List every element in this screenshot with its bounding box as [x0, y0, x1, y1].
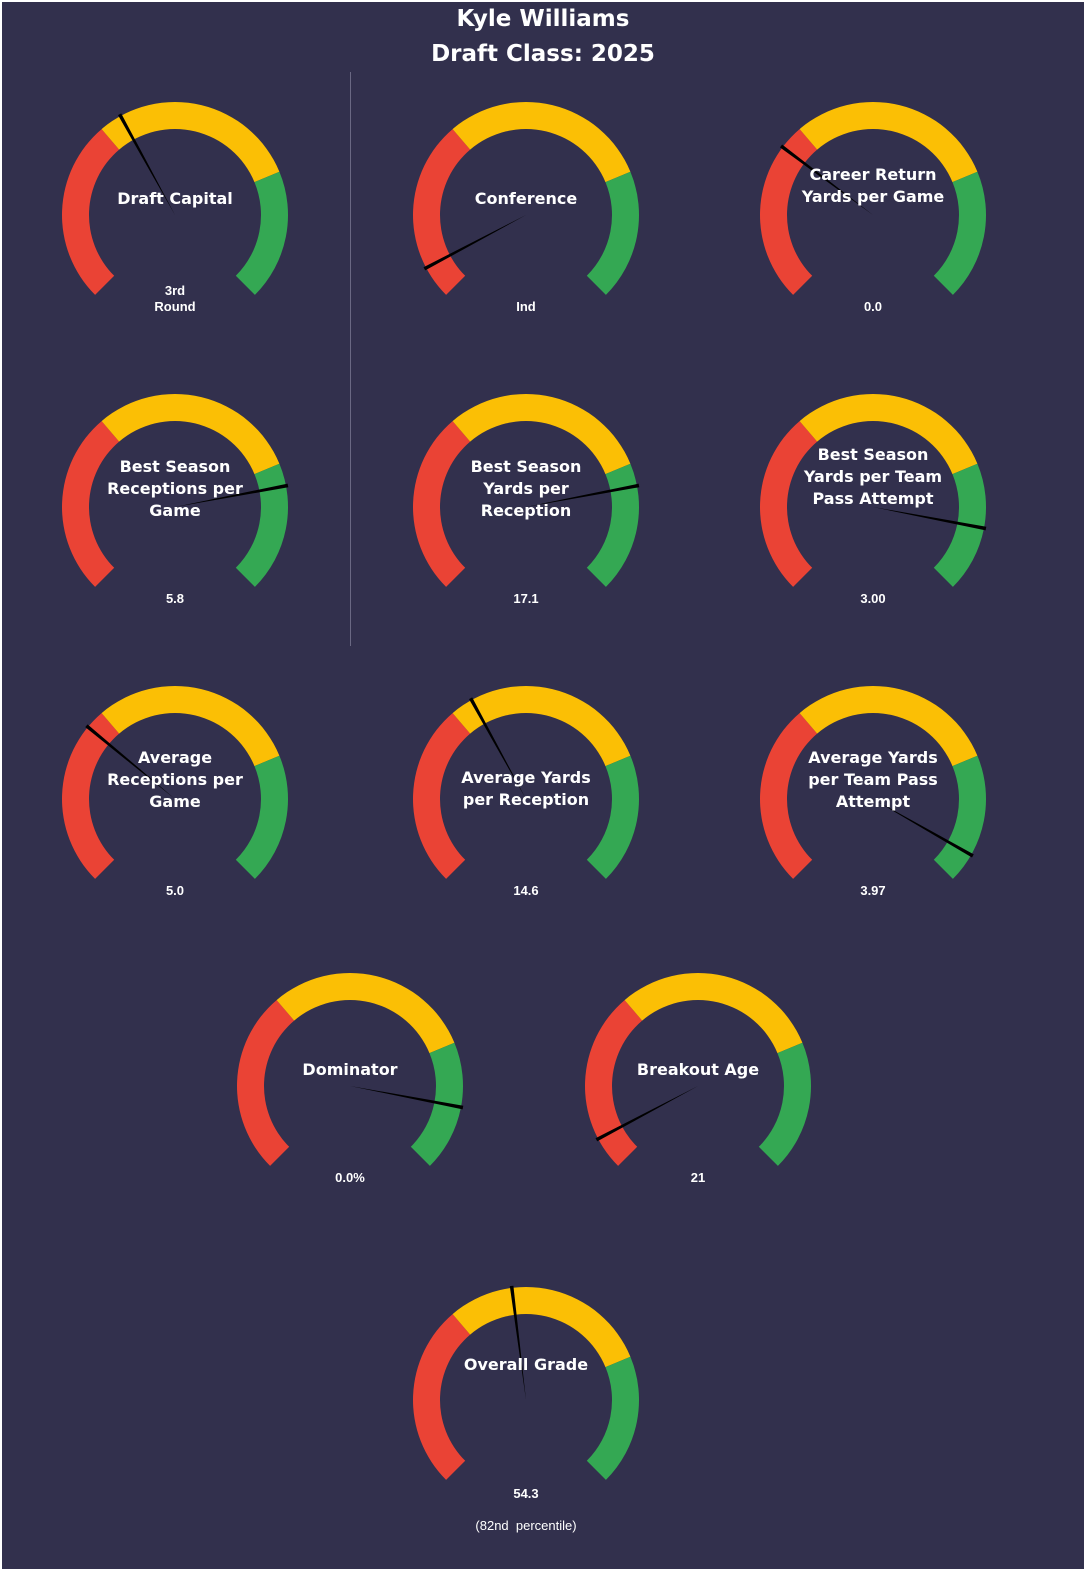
gauge-band-red — [61, 421, 120, 587]
gauge-band-yellow — [799, 394, 978, 475]
gauge-band-red — [412, 1314, 471, 1480]
gauge-label: Average Receptions per Game — [107, 748, 243, 811]
gauge-band-green — [235, 171, 289, 295]
player-name-title: Kyle Williams — [456, 6, 630, 32]
gauge-value: 21 — [690, 1170, 706, 1185]
gauge-band-green — [586, 171, 639, 295]
gauge-label: Breakout Age — [636, 1060, 760, 1079]
gauge-band-green — [235, 463, 289, 587]
gauge-value: 3.97 — [860, 883, 886, 898]
gauge-band-red — [412, 421, 471, 587]
gauge-percentile: (82nd percentile) — [475, 1518, 577, 1533]
gauge-8 — [759, 686, 986, 879]
gauge-needle — [350, 1086, 464, 1110]
gauge-band-red — [759, 129, 818, 295]
gauge-value: 5.0 — [165, 883, 185, 898]
gauge-band-red — [61, 713, 120, 879]
gauge-band-yellow — [452, 394, 631, 475]
gauge-needle — [509, 1285, 526, 1400]
gauge-band-yellow — [452, 1286, 631, 1368]
gauge-band-yellow — [101, 394, 280, 475]
gauge-0 — [61, 102, 289, 295]
gauge-3 — [61, 394, 289, 587]
gauge-label: Best Season Yards per Team Pass Attempt — [803, 445, 943, 508]
gauge-value: 54.3 — [513, 1486, 539, 1501]
gauge-band-yellow — [452, 102, 631, 183]
gauge-11 — [412, 1285, 639, 1480]
gauge-6 — [61, 686, 289, 879]
gauge-band-yellow — [799, 102, 978, 183]
gauge-needle — [423, 215, 526, 271]
gauge-band-green — [933, 463, 986, 587]
gauge-band-red — [584, 1000, 643, 1166]
gauge-value: Ind — [516, 299, 536, 314]
gauge-band-yellow — [452, 686, 631, 767]
gauge-label: Best Season Receptions per Game — [107, 457, 243, 520]
gauge-label: Best Season Yards per Reception — [470, 457, 582, 520]
gauge-needle — [85, 724, 175, 799]
gauge-5 — [759, 394, 987, 587]
gauge-label: Career Return Yards per Game — [801, 165, 945, 206]
gauge-band-red — [759, 421, 818, 587]
gauge-label: Average Yards per Reception — [461, 768, 591, 809]
gauge-10 — [584, 972, 811, 1166]
gauge-band-green — [586, 463, 639, 587]
gauge-band-green — [933, 755, 986, 879]
gauge-label: Draft Capital — [117, 189, 233, 208]
gauge-band-green — [933, 171, 986, 295]
gauge-value: 5.8 — [165, 591, 185, 606]
section-divider — [350, 72, 351, 646]
gauge-value: 3.00 — [860, 591, 886, 606]
gauge-band-red — [61, 129, 120, 295]
gauge-band-red — [236, 1000, 295, 1166]
gauge-needle — [595, 1086, 698, 1142]
gauge-band-red — [412, 129, 471, 295]
gauge-band-green — [235, 755, 289, 879]
gauge-band-green — [758, 1042, 811, 1166]
gauge-needle — [118, 113, 175, 215]
gauge-band-green — [586, 755, 639, 879]
gauge-needle — [469, 697, 526, 799]
gauge-band-yellow — [799, 686, 978, 767]
gauge-band-green — [586, 1356, 639, 1480]
gauge-needle — [873, 507, 987, 531]
gauge-needle — [526, 483, 640, 507]
gauge-band-green — [410, 1042, 464, 1166]
gauge-9 — [236, 973, 464, 1166]
gauge-label: Dominator — [302, 1060, 398, 1079]
gauge-7 — [412, 686, 639, 879]
gauge-band-red — [412, 713, 471, 879]
gauge-label: Overall Grade — [463, 1355, 589, 1374]
gauge-label: Average Yards per Team Pass Attempt — [808, 748, 938, 811]
gauge-band-yellow — [101, 102, 280, 183]
draft-class-title: Draft Class: 2025 — [431, 41, 655, 67]
gauge-band-yellow — [624, 972, 803, 1054]
gauge-label: Conference — [474, 189, 578, 208]
gauge-1 — [412, 102, 639, 295]
gauge-needle — [873, 799, 974, 858]
gauge-value: 14.6 — [513, 883, 539, 898]
gauge-band-yellow — [101, 686, 280, 767]
gauge-needle — [175, 483, 289, 507]
gauge-value: 0.0% — [335, 1170, 365, 1185]
gauge-2 — [759, 102, 986, 295]
gauge-band-red — [759, 713, 818, 879]
gauge-value: 3rd Round — [154, 283, 196, 314]
gauge-value: 17.1 — [513, 591, 539, 606]
gauge-needle — [779, 144, 873, 215]
gauge-band-yellow — [276, 973, 455, 1054]
gauge-value: 0.0 — [863, 299, 883, 314]
gauge-4 — [412, 394, 640, 587]
